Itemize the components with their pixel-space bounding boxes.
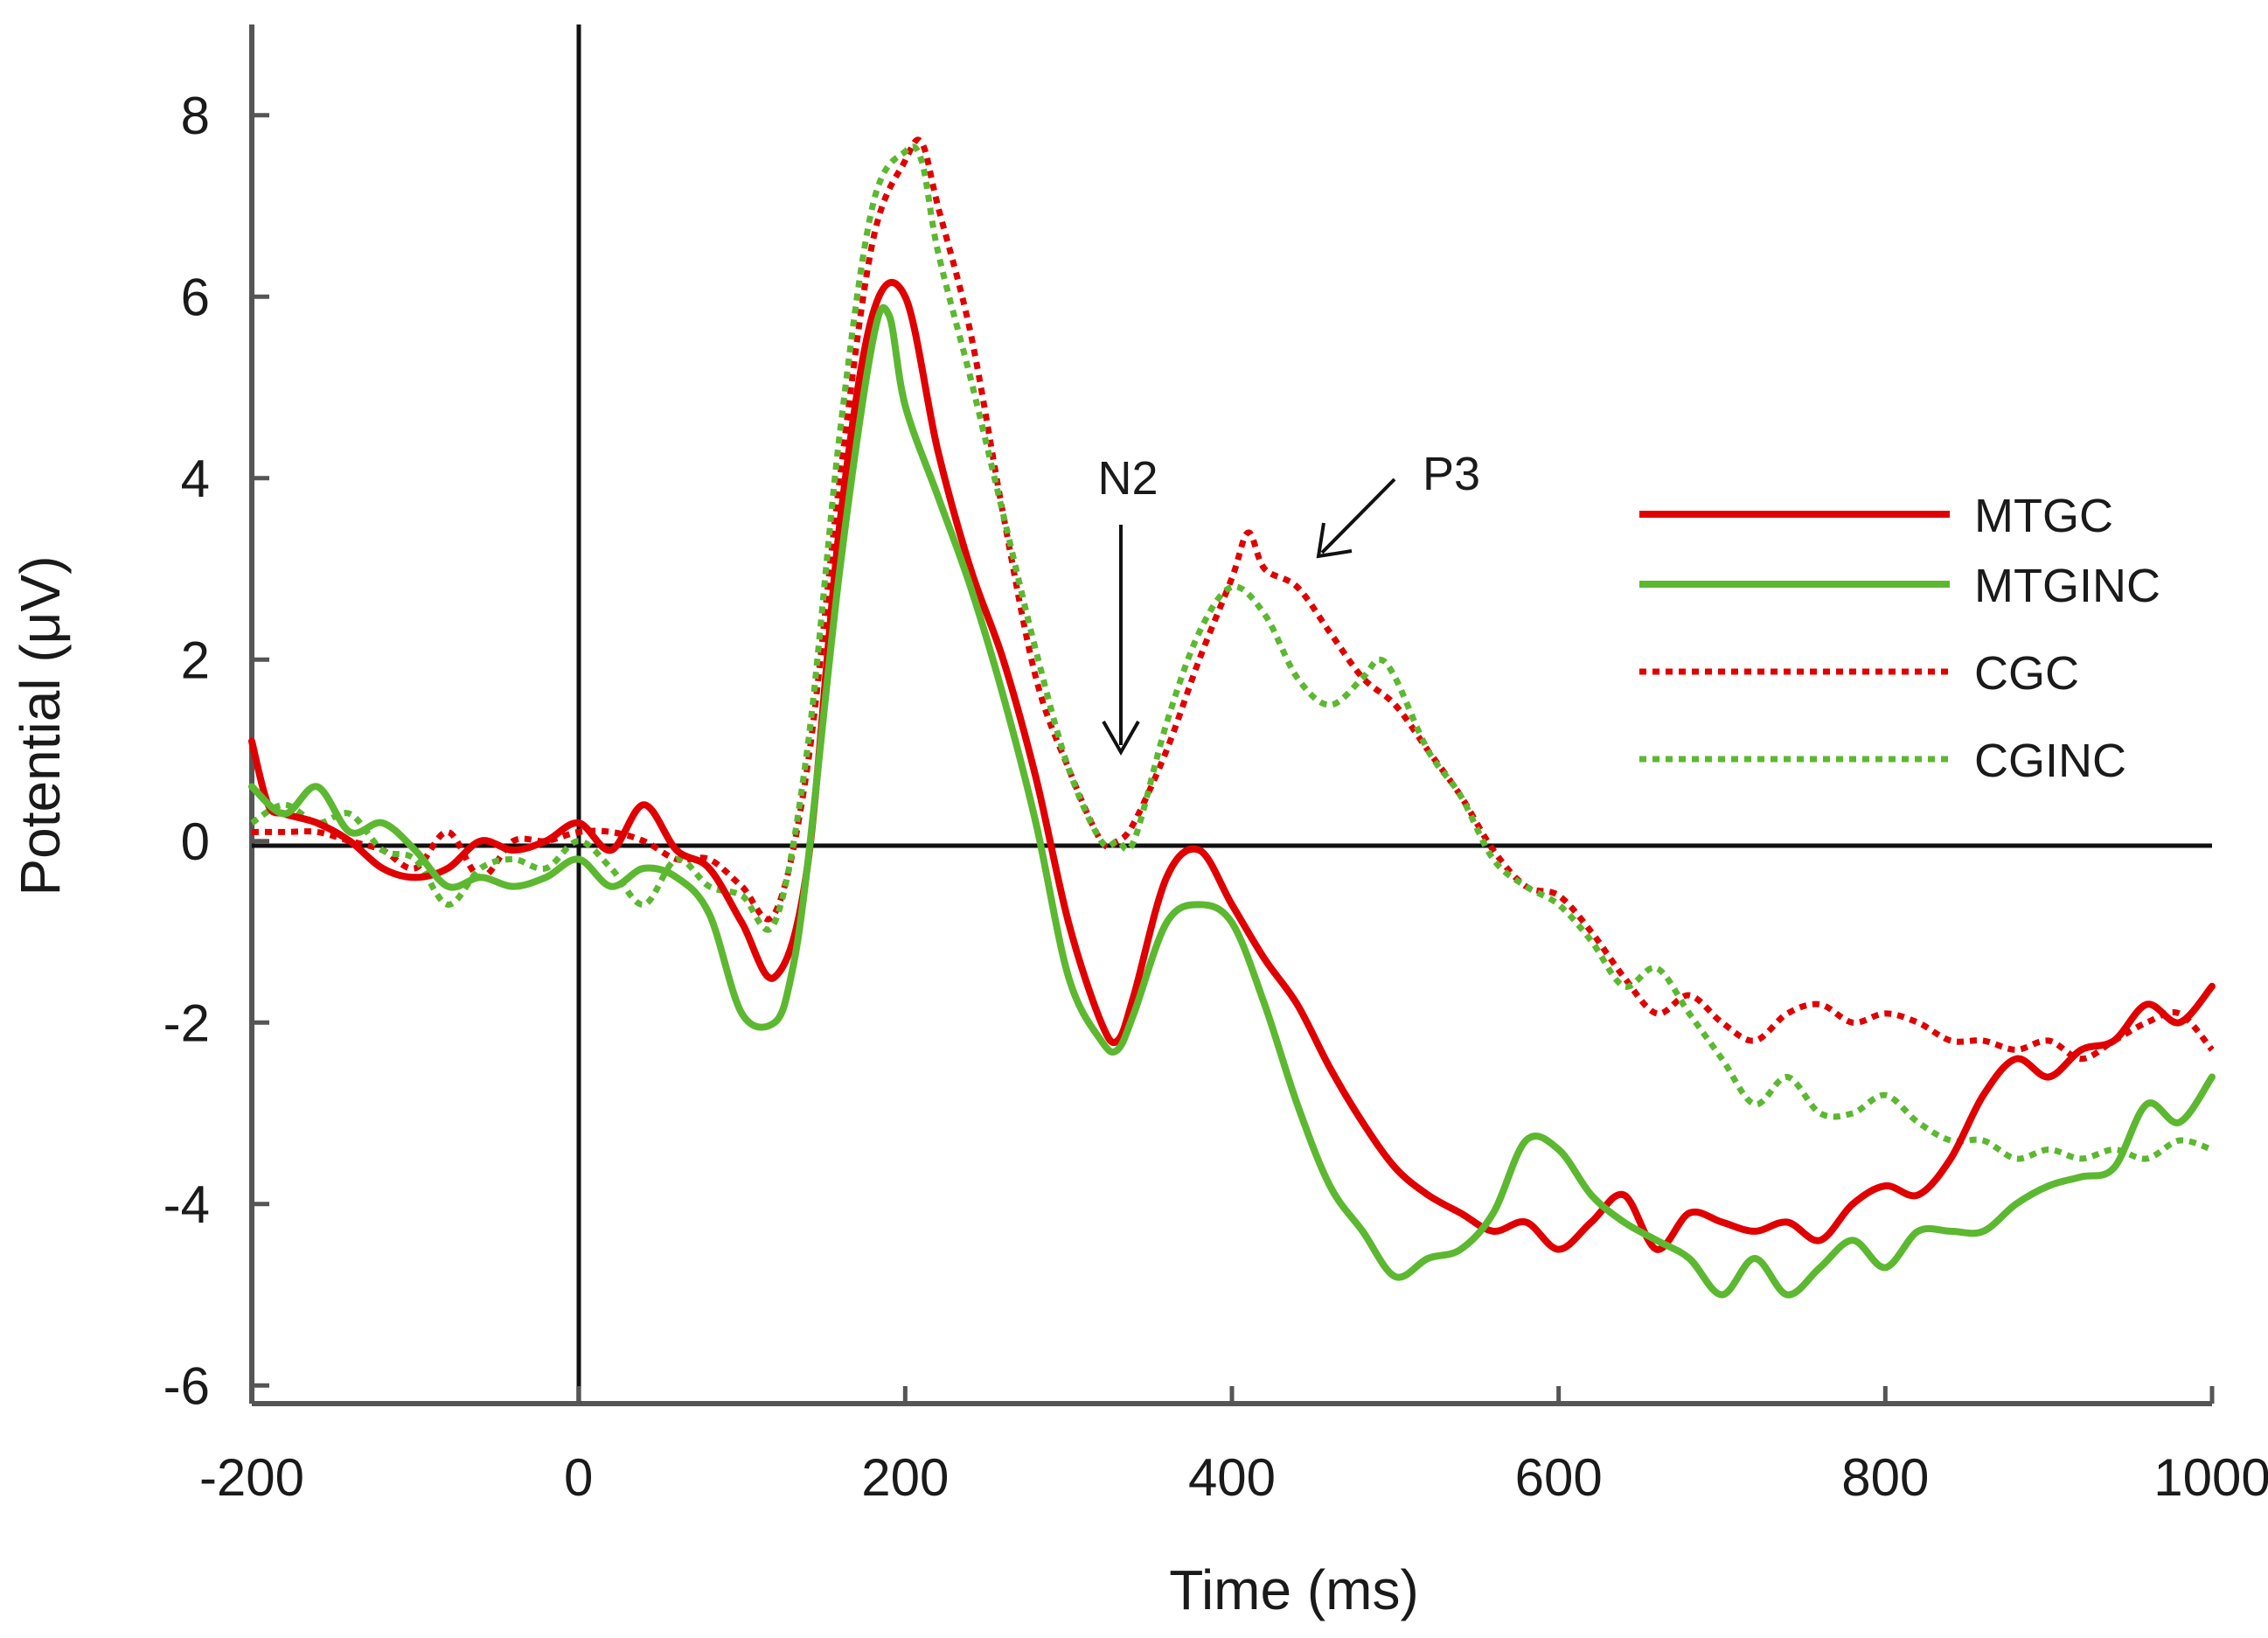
y-tick-label: -2: [163, 993, 210, 1052]
annotation-p3-arrowhead: [1316, 522, 1353, 559]
y-axis-title: Potential (μV): [9, 555, 72, 896]
y-tick-label: 8: [181, 87, 210, 145]
annotation-n2-arrowhead: [1102, 721, 1140, 756]
legend-label-cgc: CGC: [1974, 647, 2079, 700]
x-tick-label: -200: [199, 1448, 304, 1507]
annotation-p3-label: P3: [1423, 448, 1480, 500]
y-tick-label: 6: [181, 268, 210, 326]
series-line-cgc: [252, 136, 2215, 1063]
x-tick-label: 200: [861, 1448, 949, 1507]
annotation-p3-arrow: [1320, 477, 1396, 554]
series-line-cginc: [250, 143, 2214, 1162]
y-tick-label: 4: [181, 450, 210, 508]
y-tick-label: -4: [163, 1175, 210, 1234]
x-tick-label: 600: [1515, 1448, 1603, 1507]
legend: MTGC MTGINC CGC CGINC: [1639, 490, 2160, 787]
series-line-mtgc: [248, 278, 2216, 1253]
y-tick-label: 0: [181, 812, 210, 871]
x-tick-label: 0: [564, 1448, 593, 1507]
legend-label-mtginc: MTGINC: [1974, 560, 2160, 612]
y-tick-label: 2: [181, 631, 210, 689]
annotation-n2-label: N2: [1097, 452, 1158, 505]
x-axis-title: Time (ms): [1169, 1558, 1419, 1621]
x-tick-label: 800: [1841, 1448, 1929, 1507]
legend-label-cginc: CGINC: [1974, 735, 2126, 787]
legend-label-mtgc: MTGC: [1974, 490, 2113, 542]
x-tick-label: 400: [1188, 1448, 1276, 1507]
x-tick-label: 1000: [2153, 1448, 2268, 1507]
series-line-mtginc: [248, 303, 2216, 1299]
y-tick-label: -6: [163, 1356, 210, 1415]
